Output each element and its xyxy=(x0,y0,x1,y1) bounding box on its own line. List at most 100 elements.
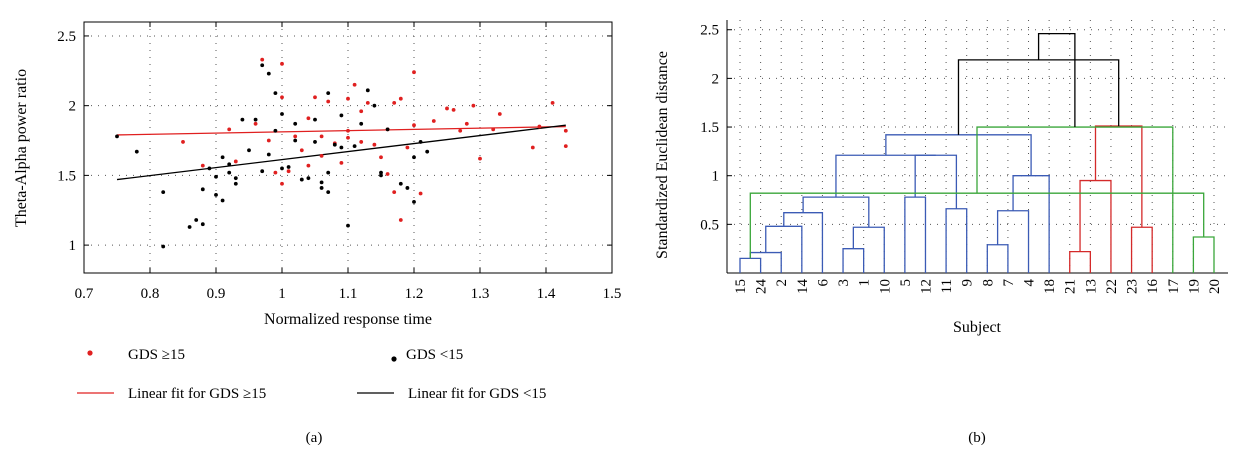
point-gds-high xyxy=(537,124,542,129)
dendrogram-link-blue xyxy=(904,196,927,273)
point-gds-high xyxy=(365,100,370,105)
point-gds-low xyxy=(379,173,383,178)
point-gds-low xyxy=(200,222,205,227)
leaf-label: 14 xyxy=(795,279,811,295)
point-gds-high xyxy=(392,190,397,195)
point-gds-low xyxy=(319,180,324,185)
point-gds-low xyxy=(194,218,199,222)
point-gds-high xyxy=(233,159,238,164)
point-gds-high xyxy=(398,218,403,222)
point-gds-low xyxy=(365,88,370,93)
panel-label-a: (a) xyxy=(306,430,323,446)
leaf-label: 10 xyxy=(877,279,893,294)
point-gds-high xyxy=(497,112,502,116)
y-tick-label: 1 xyxy=(69,238,77,254)
scatter-points xyxy=(115,57,568,249)
point-gds-low xyxy=(214,174,218,179)
x-tick-label: 1.5 xyxy=(603,286,622,302)
scatter-panel: 0.7 0.8 0.9 1 1.1 1.2 1.3 1.4 1.5 1 1.5 2 2.5 Norma… xyxy=(13,21,622,446)
dendrogram-link-red xyxy=(1094,125,1143,228)
x-tick-label: 1.2 xyxy=(405,286,424,302)
point-gds-low xyxy=(273,128,278,133)
dendrogram-link-blue xyxy=(1012,175,1050,273)
scatter-y-ticks: 1 1.5 2 2.5 xyxy=(57,29,612,254)
dendrogram-link-blue xyxy=(945,208,968,273)
point-gds-low xyxy=(326,190,331,195)
dendrogram-link-green xyxy=(749,192,1205,259)
point-gds-low xyxy=(418,140,423,144)
y-tick-label: 2 xyxy=(69,99,77,115)
point-gds-high xyxy=(293,134,298,139)
point-gds-high xyxy=(398,96,403,101)
point-gds-high xyxy=(319,153,324,158)
dendrogram-panel: 0.511.522.5 15 24 2 14 6 3 1 10 5 12 11 9 8 7 4 18 21 13 2… xyxy=(654,20,1228,446)
dendrogram-link-blue xyxy=(986,244,1009,273)
x-tick-label: 1.3 xyxy=(471,286,490,302)
dendrogram-y-ticks: 0.5 1 1.5 2 2.5 xyxy=(700,23,732,233)
point-gds-low xyxy=(359,121,364,126)
point-gds-low xyxy=(385,127,390,132)
dendrogram-link-blue xyxy=(783,212,824,273)
point-gds-high xyxy=(563,144,568,149)
x-tick-label: 1.4 xyxy=(537,286,556,302)
scatter-y-axis-label: Theta-Alpha power ratio xyxy=(13,69,30,227)
point-gds-low xyxy=(379,170,383,175)
leaf-label: 22 xyxy=(1104,279,1120,294)
leaf-label: 15 xyxy=(733,279,749,294)
dendrogram-grid xyxy=(727,20,1228,273)
point-gds-high xyxy=(352,82,357,87)
dendrogram-leaf-labels: 15 24 2 14 6 3 1 10 5 12 11 9 8 7 4 18 21 13 22 23 16 17 19 20 xyxy=(733,279,1223,295)
point-gds-high xyxy=(405,145,410,150)
leaf-label: 18 xyxy=(1042,279,1058,294)
x-tick-label: 0.9 xyxy=(207,286,226,302)
point-gds-high xyxy=(385,172,390,176)
leaf-label: 8 xyxy=(980,279,996,287)
y-tick-label: 2 xyxy=(712,71,720,87)
leaf-label: 4 xyxy=(1022,279,1038,287)
point-gds-high xyxy=(530,145,535,150)
point-gds-high xyxy=(451,107,456,112)
leaf-label: 20 xyxy=(1207,279,1223,294)
point-gds-low xyxy=(161,190,166,195)
legend-label-fit-high: Linear fit for GDS ≥15 xyxy=(128,386,266,402)
point-gds-low xyxy=(425,149,430,154)
y-tick-label: 1 xyxy=(712,169,720,185)
point-gds-high xyxy=(412,123,416,128)
fit-line-gds-high xyxy=(116,125,566,136)
point-gds-low xyxy=(352,144,357,149)
point-gds-high xyxy=(181,140,185,144)
leaf-label: 12 xyxy=(918,279,934,294)
dendrogram-y-axis-label: Standardized Euclidean distance xyxy=(654,51,671,259)
point-gds-high xyxy=(306,163,311,168)
point-gds-low xyxy=(319,186,324,190)
dendrogram-link-blue xyxy=(996,210,1030,273)
point-gds-low xyxy=(214,193,218,197)
point-gds-low xyxy=(412,155,416,160)
point-gds-low xyxy=(220,198,225,203)
point-gds-high xyxy=(286,169,291,174)
point-gds-low xyxy=(339,113,344,118)
point-gds-low xyxy=(339,145,344,150)
y-tick-label: 1.5 xyxy=(700,120,719,136)
point-gds-high xyxy=(280,61,284,66)
point-gds-low xyxy=(306,176,311,181)
leaf-label: 1 xyxy=(857,279,873,287)
dendrogram-link-black xyxy=(957,59,1120,135)
y-tick-label: 2.5 xyxy=(700,23,719,39)
x-tick-label: 1 xyxy=(278,286,286,302)
point-gds-low xyxy=(227,170,232,175)
point-gds-low xyxy=(233,176,238,181)
leaf-label: 16 xyxy=(1145,279,1161,295)
point-gds-high xyxy=(563,128,568,133)
point-gds-low xyxy=(398,181,403,186)
point-gds-low xyxy=(299,177,304,182)
point-gds-low xyxy=(405,186,410,190)
point-gds-low xyxy=(293,121,298,126)
dendrogram-link-green xyxy=(1192,236,1215,273)
y-tick-label: 1.5 xyxy=(57,168,76,184)
legend-marker-gds-high xyxy=(87,350,93,356)
panel-label-b: (b) xyxy=(968,430,986,446)
point-gds-high xyxy=(339,160,344,165)
dendrogram-link-blue xyxy=(914,154,958,209)
